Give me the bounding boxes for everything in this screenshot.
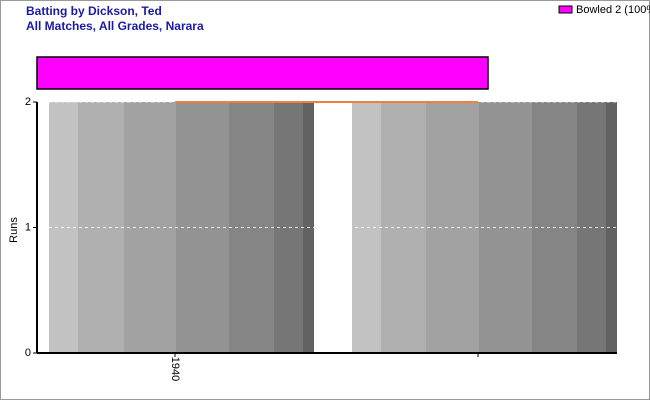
y-tick-label: 2 [25, 96, 31, 108]
chart-subtitle: All Matches, All Grades, Narara [26, 19, 204, 33]
y-tick-label: 0 [25, 347, 31, 359]
dismissal-bar [36, 56, 489, 90]
y-tick-label: 1 [25, 221, 31, 233]
legend-label: Bowled 2 (100%) [576, 4, 650, 16]
chart-title: Batting by Dickson, Ted [26, 4, 162, 18]
legend-swatch [558, 5, 573, 14]
x-tick-label: 1940 [169, 357, 181, 381]
y-axis-label: Runs [8, 217, 20, 243]
plot-background [49, 102, 617, 353]
